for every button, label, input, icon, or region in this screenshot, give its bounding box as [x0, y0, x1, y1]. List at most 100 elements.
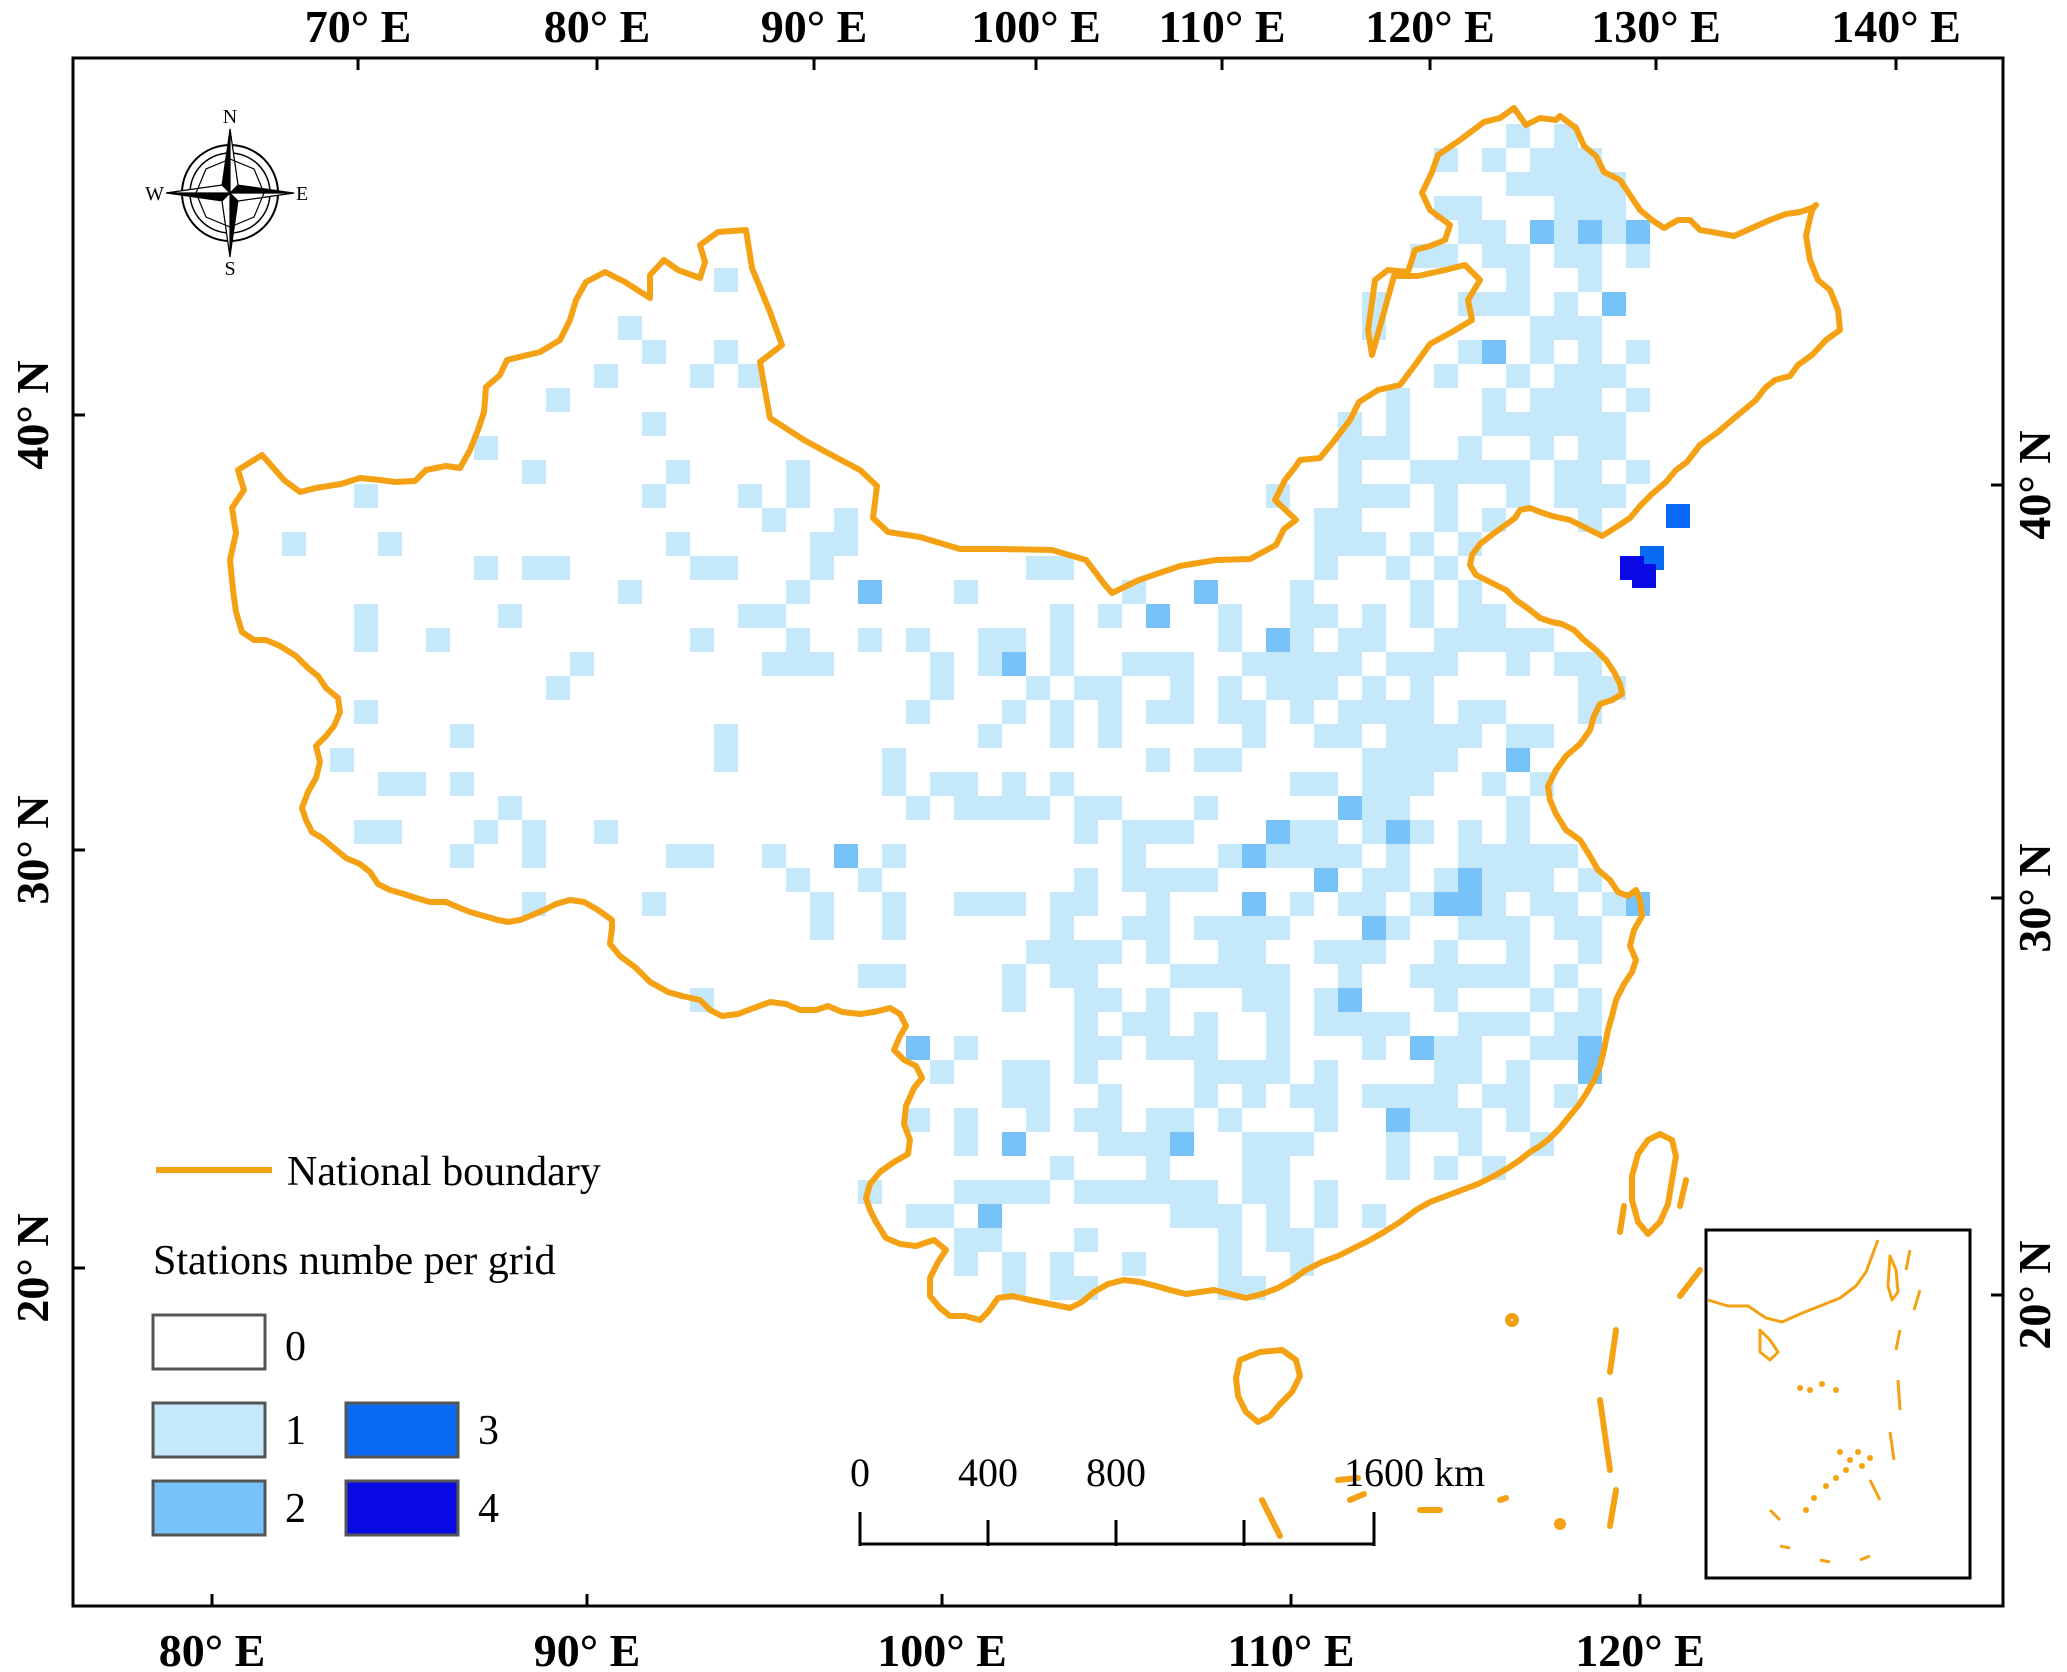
grid-cell: [1266, 1204, 1290, 1228]
grid-cell: [1554, 892, 1578, 916]
grid-cell: [1314, 1084, 1338, 1108]
grid-cell: [1458, 700, 1482, 724]
grid-cell: [1170, 1204, 1194, 1228]
grid-cell: [1002, 1252, 1026, 1276]
grid-cell: [1218, 1060, 1242, 1084]
grid-cell: [1098, 676, 1122, 700]
grid-cell: [1554, 1012, 1578, 1036]
grid-cell: [1434, 1156, 1458, 1180]
grid-cell: [1434, 892, 1458, 916]
grid-cell: [1410, 700, 1434, 724]
grid-cell: [1410, 604, 1434, 628]
legend-swatch-4: [344, 1479, 460, 1537]
grid-cell: [522, 844, 546, 868]
grid-cell: [1290, 604, 1314, 628]
grid-cell: [954, 772, 978, 796]
grid-cell: [1506, 940, 1530, 964]
grid-cell: [1482, 340, 1506, 364]
grid-cell: [762, 652, 786, 676]
grid-cell: [1122, 820, 1146, 844]
grid-cell: [978, 628, 1002, 652]
grid-cell: [1218, 1108, 1242, 1132]
bottom-lon-label: 90° E: [534, 1625, 641, 1672]
grid-cell: [1194, 1084, 1218, 1108]
grid-cell: [954, 1036, 978, 1060]
grid-cell: [1146, 988, 1170, 1012]
grid-cell: [1434, 748, 1458, 772]
grid-cell: [1314, 988, 1338, 1012]
grid-cell: [1026, 556, 1050, 580]
grid-cell: [1098, 1108, 1122, 1132]
grid-cell: [1002, 1060, 1026, 1084]
south-china-sea-inset: [1704, 1228, 1972, 1580]
grid-cell: [1458, 580, 1482, 604]
grid-cell: [1362, 772, 1386, 796]
grid-cell: [1434, 484, 1458, 508]
grid-cell: [1506, 1012, 1530, 1036]
grid-cell: [1434, 1084, 1458, 1108]
grid-cell: [1338, 460, 1362, 484]
grid-cell: [1146, 820, 1170, 844]
grid-cell: [1170, 1108, 1194, 1132]
grid-cell: [1578, 244, 1602, 268]
grid-cell: [1362, 676, 1386, 700]
grid-cell: [1434, 1108, 1458, 1132]
grid-cell: [1098, 1132, 1122, 1156]
grid-cell: [1530, 172, 1554, 196]
grid-cell: [1266, 1228, 1290, 1252]
grid-cell: [1458, 892, 1482, 916]
grid-cell: [1218, 628, 1242, 652]
grid-cell: [354, 484, 378, 508]
grid-cell: [1002, 628, 1026, 652]
grid-cell: [1074, 868, 1098, 892]
grid-cell: [594, 820, 618, 844]
grid-cell: [1122, 868, 1146, 892]
grid-cell: [882, 892, 906, 916]
grid-cell: [810, 556, 834, 580]
grid-cell: [738, 484, 762, 508]
grid-cell: [1482, 772, 1506, 796]
grid-cell: [1578, 388, 1602, 412]
grid-cell: [1122, 1180, 1146, 1204]
grid-cell: [474, 436, 498, 460]
grid-cell: [1602, 436, 1626, 460]
grid-cell: [1386, 1012, 1410, 1036]
grid-cell: [1314, 724, 1338, 748]
grid-cell: [1242, 892, 1266, 916]
grid-cell: [690, 364, 714, 388]
grid-cell: [1314, 844, 1338, 868]
grid-cell: [714, 340, 738, 364]
top-lon-label: 100° E: [971, 1, 1101, 52]
grid-cell: [1242, 1060, 1266, 1084]
grid-cell: [954, 580, 978, 604]
grid-cell: [1458, 196, 1482, 220]
grid-cell: [1482, 964, 1506, 988]
grid-cell: [1458, 844, 1482, 868]
grid-cell: [1146, 916, 1170, 940]
grid-cell: [1146, 940, 1170, 964]
grid-cell: [1578, 172, 1602, 196]
grid-cell: [1098, 988, 1122, 1012]
grid-cell: [1050, 772, 1074, 796]
grid-cell: [882, 772, 906, 796]
grid-cell: [1554, 316, 1578, 340]
grid-cell: [1434, 724, 1458, 748]
grid-cell: [1410, 892, 1434, 916]
grid-cell: [1098, 940, 1122, 964]
grid-cell: [378, 532, 402, 556]
grid-cell: [1074, 1060, 1098, 1084]
grid-cell: [1194, 1036, 1218, 1060]
grid-cell: [1314, 1108, 1338, 1132]
grid-cell: [1386, 1108, 1410, 1132]
grid-cell: [1194, 964, 1218, 988]
grid-cell: [1578, 460, 1602, 484]
grid-cell: [1098, 724, 1122, 748]
grid-cell: [1290, 580, 1314, 604]
grid-cell: [1410, 1084, 1434, 1108]
grid-cell: [1554, 244, 1578, 268]
grid-cell: [1050, 1252, 1074, 1276]
grid-cell: [1506, 820, 1530, 844]
grid-cell: [1290, 772, 1314, 796]
grid-cell: [1242, 1132, 1266, 1156]
grid-cell: [1194, 748, 1218, 772]
